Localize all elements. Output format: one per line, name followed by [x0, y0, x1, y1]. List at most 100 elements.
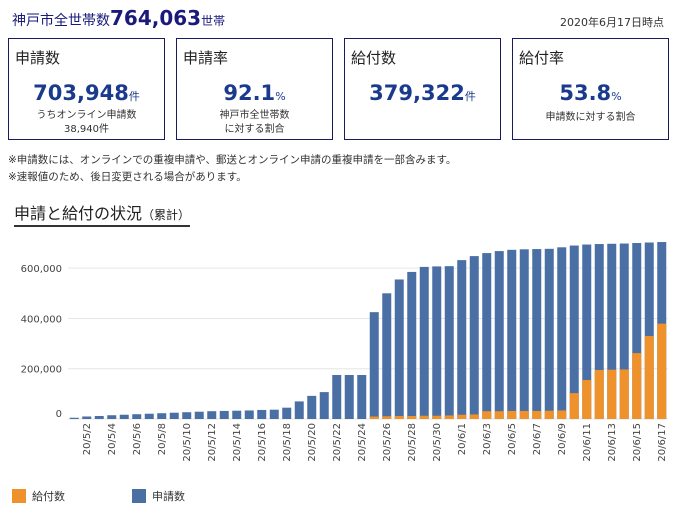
bar-applications [294, 401, 304, 419]
city-total-unit: 世帯 [201, 14, 226, 28]
city-household-total: 神戸市全世帯数764,063世帯 [12, 6, 225, 30]
bar-payments [369, 416, 379, 419]
x-tick-label: 20/5/22 [332, 423, 343, 462]
x-tick-label: 20/5/28 [407, 423, 418, 462]
x-tick-label: 20/5/8 [157, 423, 168, 455]
card-sub-online-count: 38,940件 [64, 124, 109, 135]
bar-applications [544, 248, 554, 419]
bar-applications [257, 409, 267, 419]
y-tick-label: 400,000 [21, 314, 62, 325]
bar-applications [207, 411, 217, 419]
card-title: 申請数 [15, 49, 61, 67]
bar-applications [507, 249, 517, 419]
note-line: ※申請数には、オンラインでの重複申請や、郵送とオンライン申請の重複申請を一部含み… [8, 154, 457, 166]
legend-swatch-applications [132, 489, 146, 503]
x-tick-label: 20/5/14 [232, 423, 243, 462]
bar-applications [569, 245, 579, 419]
bar-payments [557, 410, 567, 419]
bar-applications [182, 412, 192, 419]
bar-applications [582, 244, 592, 419]
bar-applications [219, 410, 229, 419]
legend-label-payments: 給付数 [32, 490, 65, 503]
bar-applications [194, 411, 204, 419]
bar-applications [557, 247, 567, 419]
bar-applications [69, 417, 79, 419]
x-tick-label: 20/6/1 [457, 423, 468, 455]
bar-applications [519, 249, 529, 419]
x-tick-label: 20/6/7 [532, 423, 543, 455]
bar-payments [507, 410, 517, 419]
city-total-label: 神戸市全世帯数 [12, 13, 110, 29]
x-tick-label: 20/5/10 [182, 423, 193, 462]
bar-applications [307, 395, 317, 419]
x-tick-label: 20/6/11 [582, 423, 593, 462]
city-total-value: 764,063 [110, 6, 202, 30]
x-tick-label: 20/5/30 [432, 423, 443, 462]
x-tick-label: 20/5/12 [207, 423, 218, 462]
x-tick-label: 20/5/26 [382, 423, 393, 462]
legend-item-applications[interactable]: 申請数 [132, 488, 185, 504]
card-value-number: 92.1 [223, 81, 276, 105]
bar-payments [457, 414, 467, 419]
card-value: 92.1% [177, 81, 332, 105]
bar-applications [244, 410, 254, 419]
bar-payments [494, 411, 504, 419]
bar-applications [644, 242, 654, 419]
bar-applications [607, 243, 617, 419]
bar-applications [144, 413, 154, 419]
bar-applications [107, 415, 117, 419]
bar-payments [582, 380, 592, 419]
card-applications: 申請数 703,948件 うちオンライン申請数 38,940件 [8, 38, 165, 140]
card-value: 53.8% [513, 81, 668, 105]
x-tick-label: 20/5/20 [307, 423, 318, 462]
card-value-number: 703,948 [33, 81, 129, 105]
bar-payments [644, 336, 654, 419]
bar-payments [632, 353, 642, 419]
bar-applications [469, 256, 479, 419]
bar-payments [657, 323, 667, 419]
bar-applications [269, 409, 279, 419]
bar-payments [594, 369, 604, 419]
bar-applications [369, 312, 379, 419]
bar-payments [569, 393, 579, 419]
y-tick-label: 0 [56, 409, 62, 420]
bar-applications [594, 244, 604, 419]
card-sub-line-1: 神戸市全世帯数 [219, 110, 290, 121]
bar-payments [419, 415, 429, 419]
card-sub-line-2: に対する割合 [224, 124, 285, 135]
y-tick-label: 200,000 [21, 365, 62, 376]
bar-applications [482, 253, 492, 419]
bar-applications [407, 271, 417, 419]
bar-applications [632, 243, 642, 419]
x-tick-label: 20/6/5 [507, 423, 518, 455]
x-tick-label: 20/5/16 [257, 423, 268, 462]
bar-applications [157, 413, 167, 419]
x-tick-label: 20/6/17 [657, 423, 668, 462]
bar-payments [532, 410, 542, 419]
card-value: 379,322件 [345, 81, 500, 105]
legend-item-payments[interactable]: 給付数 [12, 488, 65, 504]
notes: ※申請数には、オンラインでの重複申請や、郵送とオンライン申請の重複申請を一部含み… [8, 152, 456, 186]
card-title: 申請率 [183, 49, 229, 67]
bar-payments [382, 416, 392, 419]
bar-payments [469, 414, 479, 419]
bar-applications [319, 392, 329, 419]
bar-applications [332, 375, 342, 419]
y-tick-label: 600,000 [21, 264, 62, 275]
bar-applications [132, 414, 142, 419]
bar-payments [482, 411, 492, 419]
bar-applications [444, 266, 454, 419]
bar-payments [544, 410, 554, 419]
section-title-text: 申請と給付の状況 [14, 204, 143, 223]
note-line: ※速報値のため、後日変更される場合があります。 [8, 171, 247, 183]
bar-payments [619, 369, 629, 419]
bar-applications [619, 243, 629, 419]
bar-applications [394, 279, 404, 419]
summary-cards: 申請数 703,948件 うちオンライン申請数 38,940件 申請率 92.1… [8, 38, 670, 142]
x-tick-label: 20/6/15 [632, 423, 643, 462]
x-tick-label: 20/5/24 [357, 423, 368, 462]
card-value-number: 379,322 [369, 81, 465, 105]
card-sub-online-label: うちオンライン申請数 [36, 110, 137, 121]
card-value: 703,948件 [9, 81, 164, 105]
x-tick-label: 20/5/4 [107, 423, 118, 455]
